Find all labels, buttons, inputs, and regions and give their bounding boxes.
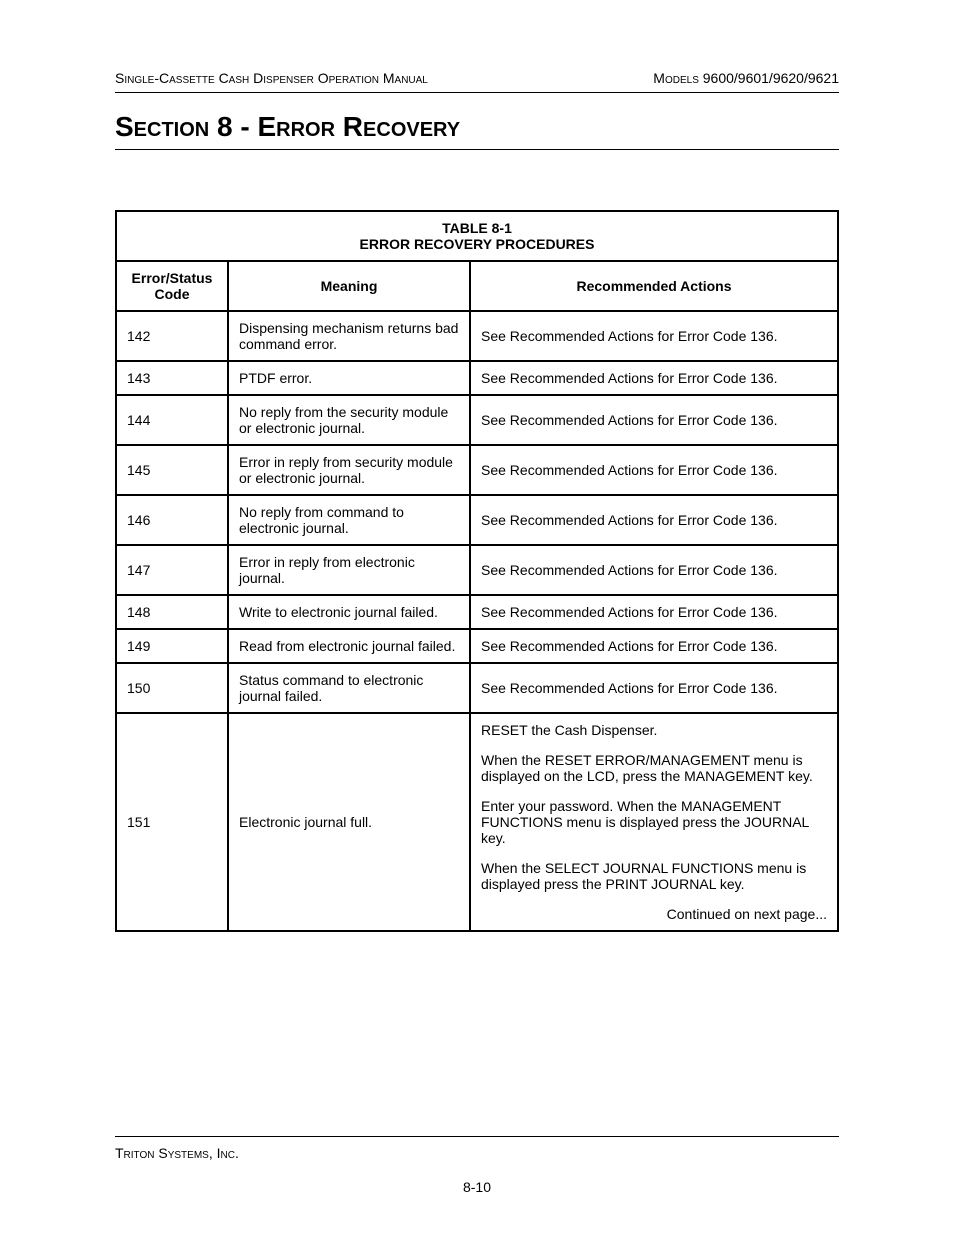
table-title-row: TABLE 8-1 ERROR RECOVERY PROCEDURES <box>116 211 838 261</box>
header-right: Models 9600/9601/9620/9621 <box>653 70 839 86</box>
section-title: Section 8 - Error Recovery <box>115 111 839 143</box>
action-text: See Recommended Actions for Error Code 1… <box>481 462 827 478</box>
action-text: See Recommended Actions for Error Code 1… <box>481 562 827 578</box>
meaning-cell: Error in reply from electronic journal. <box>228 545 470 595</box>
table-title-line2: ERROR RECOVERY PROCEDURES <box>360 236 595 252</box>
error-recovery-table: TABLE 8-1 ERROR RECOVERY PROCEDURES Erro… <box>115 210 839 932</box>
section-divider <box>115 149 839 150</box>
table-row: 143PTDF error. See Recommended Actions fo… <box>116 361 838 395</box>
code-cell: 150 <box>116 663 228 713</box>
action-text: See Recommended Actions for Error Code 1… <box>481 680 827 696</box>
col-header-actions: Recommended Actions <box>470 261 838 311</box>
action-text: Enter your password. When the MANAGEMENT… <box>481 798 827 846</box>
meaning-cell: Electronic journal full. <box>228 713 470 931</box>
code-cell: 149 <box>116 629 228 663</box>
table-row: 149Read from electronic journal failed. S… <box>116 629 838 663</box>
action-cell: See Recommended Actions for Error Code 1… <box>470 629 838 663</box>
table-row: 150Status command to electronic journal … <box>116 663 838 713</box>
table-body: 142Dispensing mechanism returns bad comm… <box>116 311 838 931</box>
header-divider <box>115 92 839 93</box>
meaning-cell: Dispensing mechanism returns bad command… <box>228 311 470 361</box>
action-cell: See Recommended Actions for Error Code 1… <box>470 495 838 545</box>
meaning-cell: Error in reply from security module or e… <box>228 445 470 495</box>
page-footer: Triton Systems, Inc. 8-10 <box>115 1118 839 1195</box>
action-cell: See Recommended Actions for Error Code 1… <box>470 445 838 495</box>
code-cell: 142 <box>116 311 228 361</box>
action-text: When the SELECT JOURNAL FUNCTIONS menu i… <box>481 860 827 892</box>
action-cell: See Recommended Actions for Error Code 1… <box>470 361 838 395</box>
action-cell: See Recommended Actions for Error Code 1… <box>470 395 838 445</box>
table-row: 142Dispensing mechanism returns bad comm… <box>116 311 838 361</box>
table-row: 144No reply from the security module or … <box>116 395 838 445</box>
table-title-line1: TABLE 8-1 <box>442 220 512 236</box>
meaning-cell: Write to electronic journal failed. <box>228 595 470 629</box>
code-cell: 146 <box>116 495 228 545</box>
action-cell: RESET the Cash Dispenser. When the RESET … <box>470 713 838 931</box>
table-row: 145Error in reply from security module o… <box>116 445 838 495</box>
continued-text: Continued on next page... <box>481 906 827 922</box>
action-text: See Recommended Actions for Error Code 1… <box>481 370 827 386</box>
meaning-cell: PTDF error. <box>228 361 470 395</box>
header-left: Single-Cassette Cash Dispenser Operation… <box>115 70 428 86</box>
page: Single-Cassette Cash Dispenser Operation… <box>0 0 954 1235</box>
code-cell: 151 <box>116 713 228 931</box>
code-cell: 143 <box>116 361 228 395</box>
table-row: 147Error in reply from electronic journa… <box>116 545 838 595</box>
code-cell: 148 <box>116 595 228 629</box>
meaning-cell: No reply from command to electronic jour… <box>228 495 470 545</box>
action-text: When the RESET ERROR/MANAGEMENT menu is … <box>481 752 827 784</box>
code-cell: 144 <box>116 395 228 445</box>
action-text: RESET the Cash Dispenser. <box>481 722 827 738</box>
code-cell: 145 <box>116 445 228 495</box>
table-row: 151Electronic journal full.RESET the Cas… <box>116 713 838 931</box>
action-text: See Recommended Actions for Error Code 1… <box>481 604 827 620</box>
table-row: 146No reply from command to electronic j… <box>116 495 838 545</box>
code-cell: 147 <box>116 545 228 595</box>
action-text: See Recommended Actions for Error Code 1… <box>481 412 827 428</box>
table-title-cell: TABLE 8-1 ERROR RECOVERY PROCEDURES <box>116 211 838 261</box>
action-cell: See Recommended Actions for Error Code 1… <box>470 595 838 629</box>
action-cell: See Recommended Actions for Error Code 1… <box>470 545 838 595</box>
page-header: Single-Cassette Cash Dispenser Operation… <box>115 70 839 90</box>
meaning-cell: Read from electronic journal failed. <box>228 629 470 663</box>
col-header-meaning: Meaning <box>228 261 470 311</box>
page-number: 8-10 <box>115 1179 839 1195</box>
footer-divider <box>115 1136 839 1137</box>
action-text: See Recommended Actions for Error Code 1… <box>481 638 827 654</box>
col-header-code: Error/Status Code <box>116 261 228 311</box>
table-row: 148Write to electronic journal failed. Se… <box>116 595 838 629</box>
meaning-cell: No reply from the security module or ele… <box>228 395 470 445</box>
action-cell: See Recommended Actions for Error Code 1… <box>470 663 838 713</box>
action-text: See Recommended Actions for Error Code 1… <box>481 328 827 344</box>
meaning-cell: Status command to electronic journal fai… <box>228 663 470 713</box>
footer-company: Triton Systems, Inc. <box>115 1145 839 1161</box>
action-cell: See Recommended Actions for Error Code 1… <box>470 311 838 361</box>
action-text: See Recommended Actions for Error Code 1… <box>481 512 827 528</box>
table-header-row: Error/Status Code Meaning Recommended Ac… <box>116 261 838 311</box>
